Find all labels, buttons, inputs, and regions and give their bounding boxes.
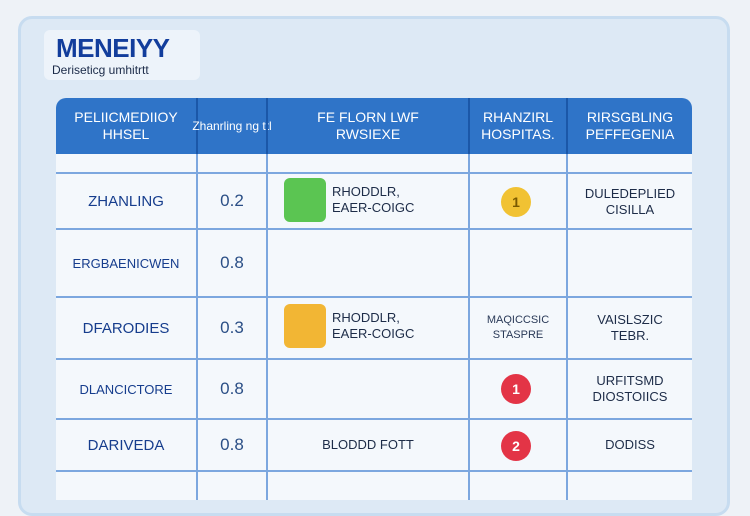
table-row-4-score: 0.8 (220, 379, 244, 398)
priority-badge-icon: 1 (501, 374, 531, 404)
column-header-hospital[interactable]: RHANZIRL HOSPITAS. (481, 109, 555, 142)
grid-column-line (566, 154, 568, 500)
patient-table: PELIICMEDIIOY HHSEL Zhanrling ng ttl FE … (56, 98, 692, 500)
app-title: MENEIYY (56, 33, 170, 63)
column-header-name[interactable]: PELIICMEDIIOY HHSEL (74, 109, 178, 142)
table-row-1-response: DULEDEPLIED CISILLA (584, 186, 676, 217)
header-divider (566, 98, 568, 154)
grid-column-line (196, 154, 198, 500)
header-divider (196, 98, 198, 154)
column-header-score[interactable]: Zhanrling ng ttl (192, 118, 272, 133)
table-row-1-score: 0.2 (220, 191, 244, 210)
grid-row-line (56, 228, 692, 230)
green-status-swatch-icon (284, 178, 326, 222)
grid-column-line (468, 154, 470, 500)
priority-badge-icon: 1 (501, 187, 531, 217)
grid-row-line (56, 296, 692, 298)
table-row-5-score: 0.8 (220, 435, 244, 454)
priority-badge-icon: 2 (501, 431, 531, 461)
amber-status-swatch-icon (284, 304, 326, 348)
table-row-3-response: VAISLSZIC TEBR. (597, 312, 663, 343)
grid-row-line (56, 470, 692, 472)
table-row-5-name[interactable]: DARIVEDA (87, 436, 165, 454)
table-row-4-name[interactable]: DLANCICTORE (79, 381, 173, 397)
table-row-5-response: DODISS (605, 437, 655, 452)
table-row-3-score: 0.3 (220, 318, 244, 337)
table-row-2-score: 0.8 (220, 253, 244, 272)
table-row-3-name[interactable]: DFARODIES (82, 319, 170, 337)
table-header: PELIICMEDIIOY HHSEL Zhanrling ng ttl FE … (56, 98, 692, 154)
brand-card: MENEIYY Deriseticg umhitrtt (44, 30, 200, 80)
table-row-1-status: RHODDLR, EAER-COIGC (332, 184, 415, 215)
table-row-5-status: BLODDD FOTT (322, 437, 414, 452)
table-row-4-response: URFITSMD DIOSTOIICS (592, 373, 668, 404)
header-divider (266, 98, 268, 154)
table-row-1-name[interactable]: ZHANLING (88, 192, 164, 210)
table-row-3-hospital: MAQICCSIC STASPRE (486, 314, 550, 341)
column-header-status[interactable]: FE FLORN LWF RWSIEXE (317, 109, 419, 142)
grid-row-line (56, 172, 692, 174)
grid-row-line (56, 358, 692, 360)
table-row-6 (56, 470, 692, 500)
column-header-response[interactable]: RIRSGBLING PEFFEGENIA (585, 109, 675, 142)
app-subtitle: Deriseticg umhitrtt (52, 63, 149, 77)
grid-column-line (266, 154, 268, 500)
table-row-2-name[interactable]: ERGBAENICWEN (72, 255, 180, 271)
header-divider (468, 98, 470, 154)
table-row-3-status: RHODDLR, EAER-COIGC (332, 310, 415, 341)
grid-row-line (56, 418, 692, 420)
